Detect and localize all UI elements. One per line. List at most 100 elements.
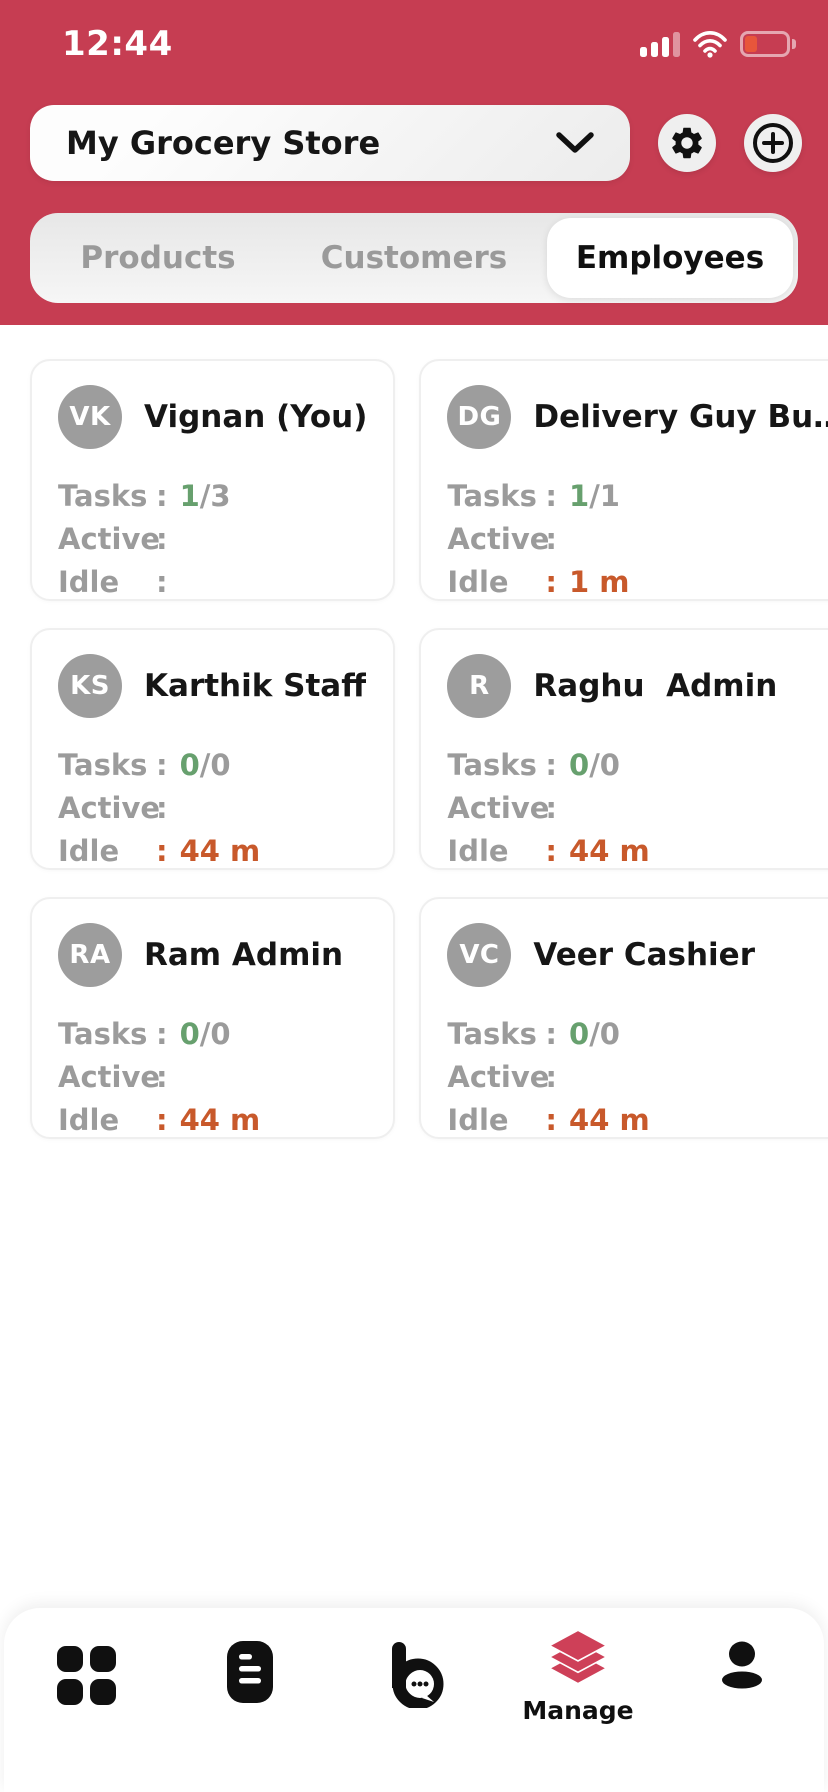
plus-circle-icon xyxy=(753,123,793,163)
chevron-down-icon xyxy=(556,132,594,153)
tasks-value: :0/0 xyxy=(545,747,620,782)
tasks-label: Tasks xyxy=(58,1016,148,1051)
employee-name: Delivery Guy Bu… xyxy=(533,399,828,435)
idle-label: Idle xyxy=(447,833,509,868)
employee-card-header: KS Karthik Staff xyxy=(58,654,367,718)
tasks-row: Tasks :1/3 xyxy=(58,474,367,517)
idle-value: :44 m xyxy=(156,833,261,868)
header: 12:44 My Grocery Store xyxy=(0,0,828,325)
add-button[interactable] xyxy=(744,114,802,172)
tab-bar: Products Customers Employees xyxy=(30,213,798,303)
settings-button[interactable] xyxy=(658,114,716,172)
tasks-row: Tasks :0/0 xyxy=(58,743,367,786)
idle-row: Idle :44 m xyxy=(447,829,828,872)
idle-value: :44 m xyxy=(156,1102,261,1137)
employee-card-header: RA Ram Admin xyxy=(58,923,367,987)
idle-value: :1 m xyxy=(545,564,630,599)
status-icons xyxy=(640,30,796,58)
active-value: : xyxy=(545,790,558,825)
employee-name: Raghu Admin xyxy=(533,668,778,704)
idle-row: Idle :1 m xyxy=(447,560,828,603)
active-row: Active : xyxy=(58,786,367,829)
employee-card[interactable]: RA Ram Admin Tasks :0/0 Active : Idle :4… xyxy=(30,897,396,1141)
tasks-row: Tasks :1/1 xyxy=(447,474,828,517)
active-row: Active : xyxy=(447,517,828,560)
tasks-row: Tasks :0/0 xyxy=(447,1012,828,1055)
employee-card[interactable]: KS Karthik Staff Tasks :0/0 Active : Idl… xyxy=(30,628,396,872)
employee-card-header: VK Vignan (You) xyxy=(58,385,367,449)
employee-card-header: VC Veer Cashier xyxy=(447,923,828,987)
employee-card-header: R Raghu Admin xyxy=(447,654,828,718)
idle-label: Idle xyxy=(447,1102,509,1137)
cellular-signal-icon xyxy=(640,31,680,57)
tasks-row: Tasks :0/0 xyxy=(447,743,828,786)
tasks-row: Tasks :0/0 xyxy=(58,1012,367,1055)
nav-brand-button[interactable] xyxy=(332,1608,496,1792)
nav-profile-button[interactable] xyxy=(660,1608,824,1792)
active-row: Active : xyxy=(447,786,828,829)
store-selector[interactable]: My Grocery Store xyxy=(30,105,630,181)
wifi-icon xyxy=(693,30,727,58)
employee-card[interactable]: R Raghu Admin Tasks :0/0 Active : Idle :… xyxy=(419,628,828,870)
status-bar: 12:44 xyxy=(62,20,796,68)
employee-card[interactable]: VK Vignan (You) Tasks :1/3 Active : Idle… xyxy=(30,359,396,601)
status-time: 12:44 xyxy=(62,24,173,64)
active-label: Active xyxy=(447,790,550,825)
nav-manage-label: Manage xyxy=(522,1696,634,1725)
idle-row: Idle :44 m xyxy=(58,829,367,872)
nav-orders-button[interactable] xyxy=(168,1608,332,1792)
tasks-value: :1/1 xyxy=(545,478,620,513)
active-label: Active xyxy=(58,1059,161,1094)
avatar: KS xyxy=(58,654,122,718)
active-row: Active : xyxy=(58,517,367,560)
idle-value: :44 m xyxy=(545,1102,650,1137)
avatar: VC xyxy=(447,923,512,987)
avatar-initials: R xyxy=(469,671,490,701)
tasks-label: Tasks xyxy=(447,747,537,782)
active-value: : xyxy=(156,1059,168,1094)
idle-label: Idle xyxy=(58,564,120,599)
active-label: Active xyxy=(58,790,161,825)
gear-icon xyxy=(672,127,702,159)
active-label: Active xyxy=(58,521,161,556)
avatar-initials: DG xyxy=(457,402,502,432)
tasks-label: Tasks xyxy=(58,478,148,513)
tab-employees[interactable]: Employees xyxy=(547,218,793,298)
tasks-label: Tasks xyxy=(58,747,148,782)
employee-name: Veer Cashier xyxy=(533,937,755,973)
nav-dashboard-button[interactable] xyxy=(4,1608,168,1792)
active-label: Active xyxy=(447,521,550,556)
brand-b-icon xyxy=(392,1642,444,1708)
avatar: RA xyxy=(58,923,122,987)
store-row: My Grocery Store xyxy=(30,104,802,182)
tab-customers[interactable]: Customers xyxy=(291,218,537,298)
active-row: Active : xyxy=(447,1055,828,1098)
nav-manage-button[interactable]: Manage xyxy=(496,1608,660,1792)
avatar-initials: VK xyxy=(69,402,111,432)
avatar: DG xyxy=(447,385,512,449)
tasks-label: Tasks xyxy=(447,1016,537,1051)
avatar: VK xyxy=(58,385,122,449)
tab-products[interactable]: Products xyxy=(35,218,281,298)
tasks-value: :1/3 xyxy=(156,478,231,513)
idle-label: Idle xyxy=(58,833,120,868)
tasks-value: :0/0 xyxy=(156,1016,231,1051)
idle-row: Idle :44 m xyxy=(447,1098,828,1141)
active-row: Active : xyxy=(58,1055,367,1098)
active-value: : xyxy=(545,521,558,556)
active-label: Active xyxy=(447,1059,550,1094)
employee-card[interactable]: DG Delivery Guy Bu… Tasks :1/1 Active : … xyxy=(419,359,828,601)
person-icon xyxy=(722,1641,762,1689)
idle-label: Idle xyxy=(58,1102,120,1137)
layers-icon xyxy=(551,1631,605,1683)
avatar-initials: VC xyxy=(459,940,500,970)
avatar-initials: KS xyxy=(70,671,110,701)
avatar-initials: RA xyxy=(69,940,111,970)
employee-name: Vignan (You) xyxy=(144,399,368,435)
active-value: : xyxy=(156,790,168,825)
idle-row: Idle :44 m xyxy=(58,1098,367,1141)
document-icon xyxy=(227,1641,273,1703)
employee-card[interactable]: VC Veer Cashier Tasks :0/0 Active : Idle… xyxy=(419,897,828,1139)
grid-icon xyxy=(56,1646,116,1705)
